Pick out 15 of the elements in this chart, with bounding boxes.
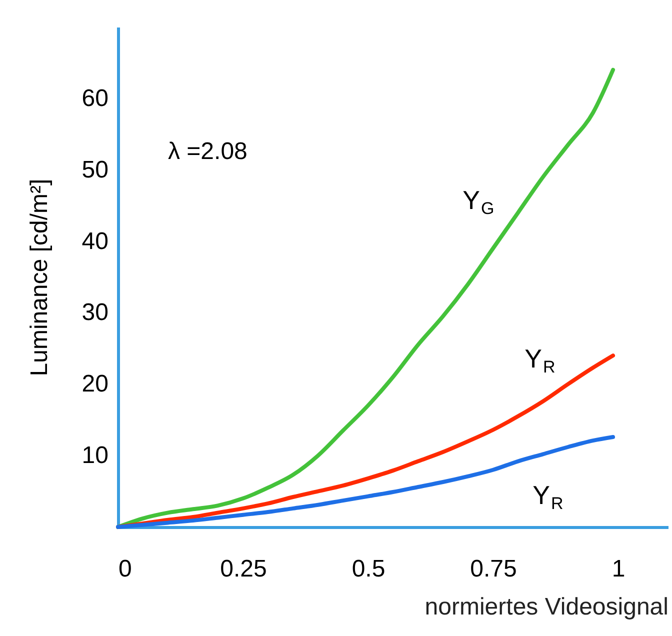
y-tick-label: 40: [82, 228, 108, 255]
annotation: λ =2.08: [168, 138, 248, 165]
x-tick-label: 0.5: [352, 556, 386, 582]
y-axis-title: Luminance [cd/m²]: [26, 178, 53, 376]
line-series: [116, 435, 615, 529]
y-tick-label: 50: [82, 156, 108, 184]
y-tick-label: 60: [82, 84, 108, 112]
x-tick-label: 0: [118, 556, 132, 582]
x-tick-label: 0.25: [220, 556, 267, 582]
y-tick-label: 20: [82, 370, 108, 398]
y-tick-label: 10: [82, 442, 108, 470]
y-tick-label: 30: [82, 299, 108, 326]
x-axis-title: normiertes Videosignal: [424, 594, 668, 620]
x-tick-label: 0.75: [470, 556, 517, 582]
x-tick-label: 1: [612, 556, 626, 582]
